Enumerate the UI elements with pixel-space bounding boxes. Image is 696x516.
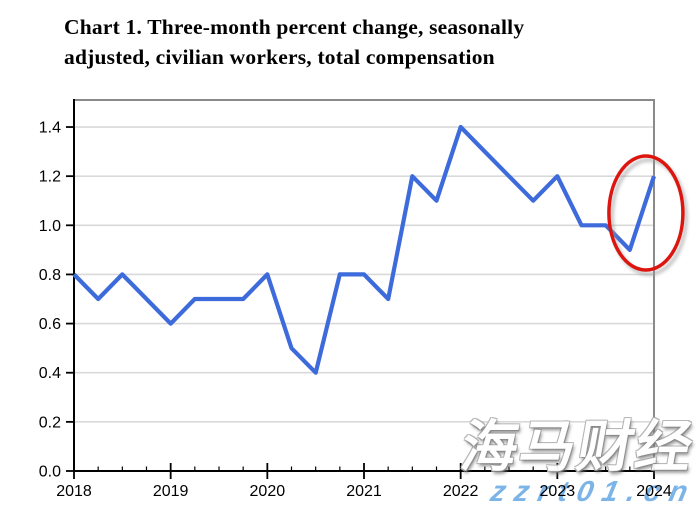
- y-tick-label: 0.0: [39, 464, 61, 481]
- x-tick-label: 2021: [346, 483, 382, 500]
- x-tick-label: 2024: [636, 483, 672, 500]
- y-tick-label: 0.4: [39, 365, 61, 382]
- annotation-ellipse: [607, 154, 685, 272]
- x-tick-label: 2023: [540, 483, 576, 500]
- y-tick-label: 1.4: [39, 120, 61, 137]
- x-tick-label: 2019: [153, 483, 189, 500]
- data-series-line: [72, 124, 656, 375]
- watermark-brand-text: 海马财经: [456, 415, 696, 478]
- annotation-ellipse-shadow: [609, 158, 688, 277]
- y-tick-label: 1.0: [39, 218, 61, 235]
- y-tick-label: 0.2: [39, 414, 61, 431]
- y-tick-label: 0.8: [39, 267, 61, 284]
- x-tick-label: 2018: [56, 483, 92, 500]
- y-tick-label: 1.2: [39, 169, 61, 186]
- y-tick-label: 0.6: [39, 316, 61, 333]
- x-tick-label: 2020: [250, 483, 286, 500]
- chart-title-line1: Chart 1. Three-month percent change, sea…: [64, 15, 525, 39]
- chart-title: Chart 1. Three-month percent change, sea…: [64, 12, 664, 72]
- x-tick-label: 2022: [443, 483, 479, 500]
- chart-title-line2: adjusted, civilian workers, total compen…: [64, 45, 495, 69]
